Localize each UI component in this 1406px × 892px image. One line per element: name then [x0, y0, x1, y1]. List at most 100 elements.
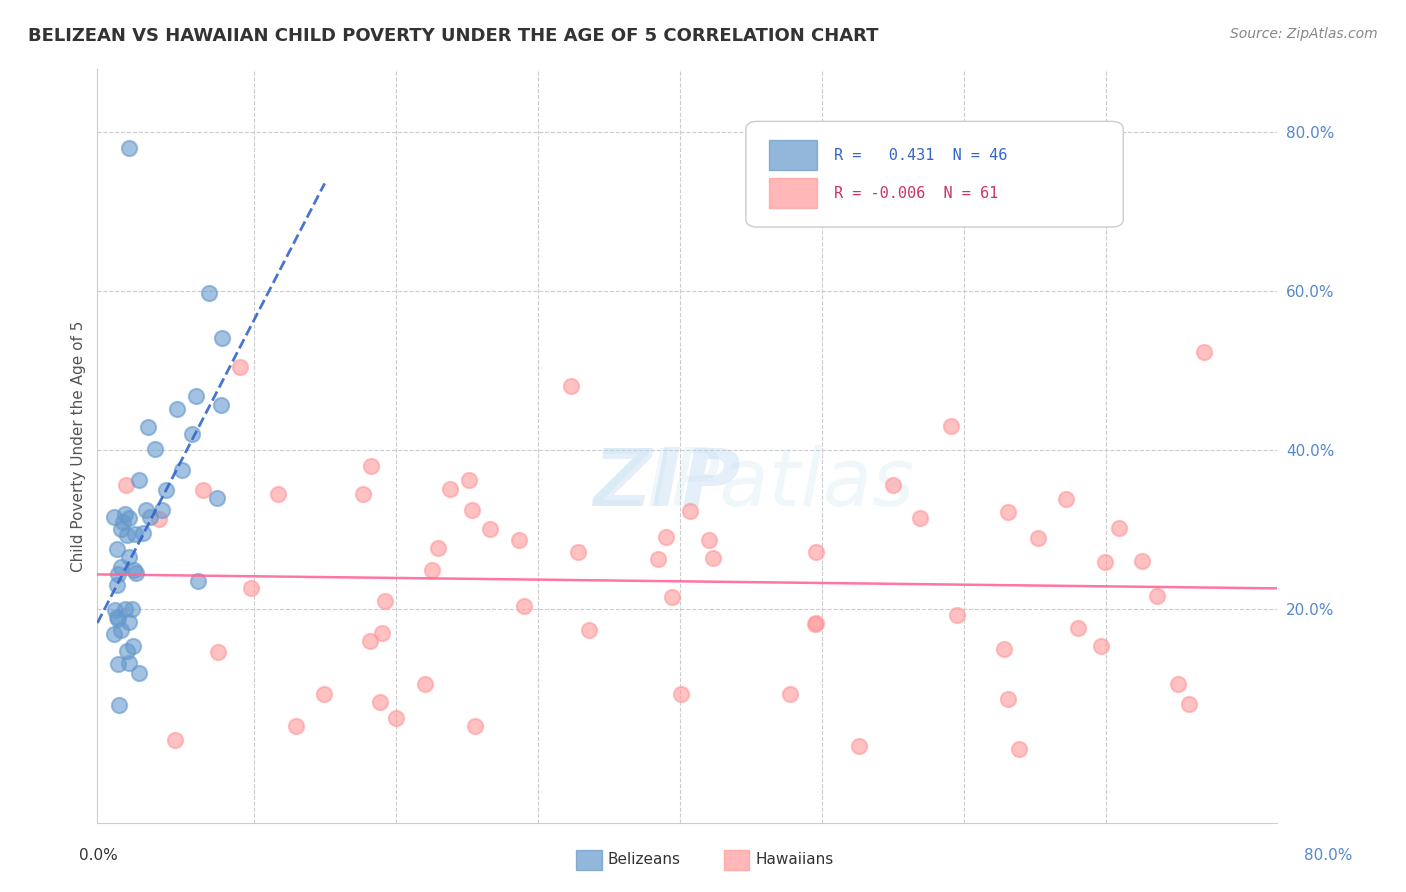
Point: [107, 657, 129, 671]
Point: [125, 566, 148, 580]
Point: [426, 541, 449, 555]
Bar: [769, 140, 817, 170]
Point: [155, 483, 177, 497]
Point: [139, 509, 162, 524]
Text: R = -0.006  N = 61: R = -0.006 N = 61: [834, 186, 998, 201]
Point: [1094, 555, 1116, 569]
Point: [198, 286, 221, 301]
Point: [187, 574, 209, 589]
Point: [697, 533, 720, 548]
Point: [193, 483, 215, 497]
Point: [1108, 521, 1130, 535]
Point: [1067, 620, 1090, 634]
Point: [1028, 531, 1050, 545]
Point: [143, 442, 166, 456]
Text: Hawaiians: Hawaiians: [755, 853, 834, 867]
Bar: [769, 178, 817, 208]
Point: [114, 507, 136, 521]
Text: Source: ZipAtlas.com: Source: ZipAtlas.com: [1230, 27, 1378, 41]
Point: [115, 528, 138, 542]
Point: [110, 522, 132, 536]
Point: [461, 503, 484, 517]
Point: [804, 545, 827, 559]
Point: [463, 719, 485, 733]
Point: [118, 550, 141, 565]
Point: [267, 487, 290, 501]
Point: [702, 550, 724, 565]
Point: [110, 624, 132, 638]
Point: [134, 503, 156, 517]
Text: ZIPatlas: ZIPatlas: [592, 445, 915, 523]
Point: [848, 739, 870, 753]
Point: [679, 504, 702, 518]
Point: [209, 398, 232, 412]
Point: [1167, 677, 1189, 691]
Point: [115, 644, 138, 658]
Point: [415, 676, 437, 690]
Point: [111, 515, 134, 529]
Point: [946, 608, 969, 623]
Text: R =   0.431  N = 46: R = 0.431 N = 46: [834, 148, 1008, 163]
Point: [371, 625, 394, 640]
Point: [128, 665, 150, 680]
Text: Belizeans: Belizeans: [607, 853, 681, 867]
Point: [1130, 554, 1153, 568]
Text: ZIP: ZIP: [592, 445, 740, 523]
Point: [385, 711, 408, 725]
Point: [368, 695, 391, 709]
Point: [360, 458, 382, 473]
Point: [207, 645, 229, 659]
Point: [118, 615, 141, 629]
Point: [779, 687, 801, 701]
Point: [118, 511, 141, 525]
Point: [105, 578, 128, 592]
Point: [508, 533, 530, 548]
Point: [374, 594, 396, 608]
Point: [136, 420, 159, 434]
Point: [1090, 640, 1112, 654]
Point: [117, 141, 139, 155]
Point: [103, 509, 125, 524]
Text: 80.0%: 80.0%: [1305, 848, 1353, 863]
Point: [121, 639, 143, 653]
Point: [939, 419, 962, 434]
FancyBboxPatch shape: [747, 121, 1123, 227]
Point: [314, 687, 336, 701]
Y-axis label: Child Poverty Under the Age of 5: Child Poverty Under the Age of 5: [72, 320, 86, 572]
Point: [567, 544, 589, 558]
Point: [186, 389, 208, 403]
Point: [115, 478, 138, 492]
Point: [578, 623, 600, 637]
Point: [103, 602, 125, 616]
Point: [993, 642, 1015, 657]
Point: [211, 331, 233, 345]
Point: [910, 511, 932, 525]
Point: [132, 525, 155, 540]
Point: [207, 491, 229, 506]
Point: [107, 567, 129, 582]
Point: [110, 560, 132, 574]
Point: [1192, 344, 1215, 359]
Point: [669, 686, 692, 700]
Point: [285, 719, 308, 733]
Point: [105, 542, 128, 557]
Point: [359, 633, 381, 648]
Point: [560, 379, 582, 393]
Text: 0.0%: 0.0%: [79, 848, 118, 863]
Text: BELIZEAN VS HAWAIIAN CHILD POVERTY UNDER THE AGE OF 5 CORRELATION CHART: BELIZEAN VS HAWAIIAN CHILD POVERTY UNDER…: [28, 27, 879, 45]
Point: [122, 563, 145, 577]
Point: [118, 657, 141, 671]
Point: [1008, 742, 1031, 756]
Point: [420, 562, 443, 576]
Point: [1177, 697, 1199, 711]
Point: [1054, 491, 1077, 506]
Point: [180, 427, 202, 442]
Point: [997, 505, 1019, 519]
Point: [166, 402, 188, 417]
Point: [457, 473, 479, 487]
Point: [1146, 589, 1168, 603]
Point: [105, 610, 128, 624]
Point: [439, 482, 461, 496]
Point: [479, 522, 502, 536]
Point: [165, 732, 187, 747]
